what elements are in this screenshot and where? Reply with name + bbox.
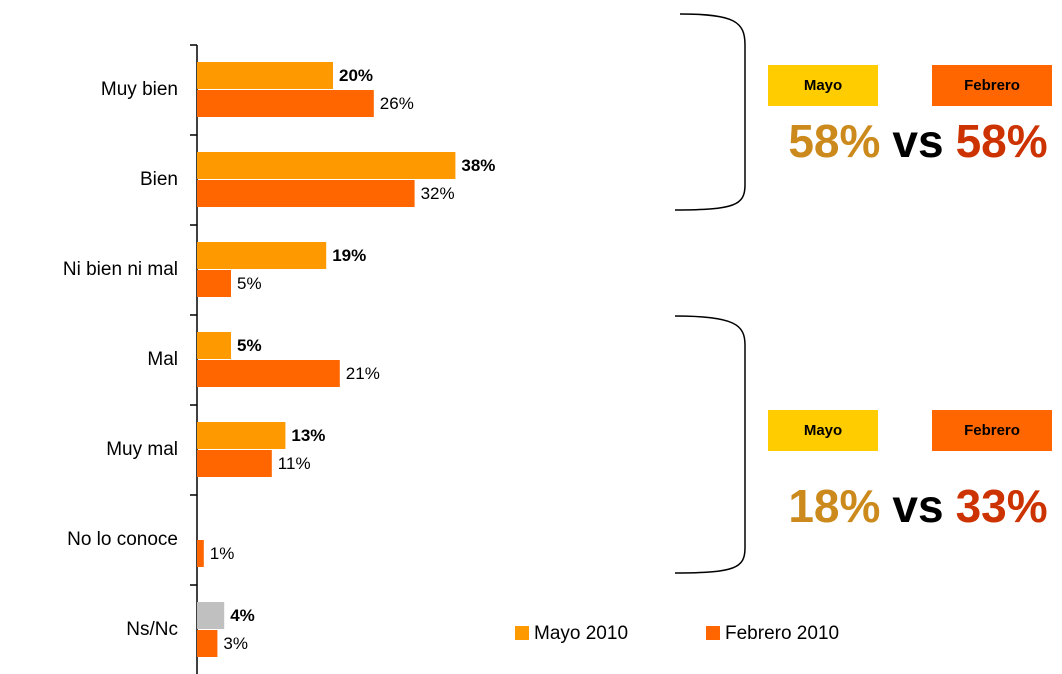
bar — [197, 270, 231, 297]
vs: vs — [892, 480, 943, 532]
legend-swatch — [706, 626, 720, 640]
data-label: 4% — [230, 606, 255, 625]
category-label: Muy mal — [106, 439, 178, 460]
bracket — [674, 315, 746, 574]
febrero-box-label: Febrero — [964, 77, 1020, 94]
bar — [197, 242, 327, 269]
comparison: 18% vs 33% — [788, 480, 1047, 532]
category-label: Muy bien — [101, 79, 178, 100]
mayo-total: 58% — [788, 115, 880, 167]
bar — [197, 332, 231, 359]
data-label: 32% — [421, 184, 455, 203]
data-label: 3% — [223, 634, 248, 653]
mayo-total: 18% — [788, 480, 880, 532]
mayo-box-label: Mayo — [804, 77, 842, 94]
bar — [197, 62, 333, 89]
bar — [197, 422, 286, 449]
category-label: No lo conoce — [67, 529, 178, 550]
data-label: 11% — [278, 454, 311, 473]
category-label: Ns/Nc — [126, 619, 178, 640]
mayo-box — [768, 410, 878, 451]
bar — [197, 450, 272, 477]
category-label: Mal — [147, 349, 178, 370]
vs: vs — [892, 115, 943, 167]
bar — [197, 180, 415, 207]
data-label: 20% — [339, 66, 373, 85]
bar — [197, 90, 374, 117]
data-label: 5% — [237, 336, 262, 355]
comparison: 58% vs 58% — [788, 115, 1047, 167]
data-label: 21% — [346, 364, 380, 383]
febrero-box-label: Febrero — [964, 422, 1020, 439]
bar — [197, 152, 456, 179]
legend-label: Mayo 2010 — [534, 623, 628, 644]
data-label: 1% — [210, 544, 235, 563]
legend-swatch — [515, 626, 529, 640]
mayo-box — [768, 65, 878, 106]
mayo-box-label: Mayo — [804, 422, 842, 439]
category-label: Bien — [140, 169, 178, 190]
bar — [197, 360, 340, 387]
bar — [197, 602, 225, 629]
febrero-total: 58% — [956, 115, 1048, 167]
category-label: Ni bien ni mal — [63, 259, 178, 280]
data-label: 38% — [461, 156, 495, 175]
data-label: 13% — [291, 426, 325, 445]
bar — [197, 630, 218, 657]
legend-label: Febrero 2010 — [725, 623, 839, 644]
febrero-box — [932, 65, 1052, 106]
data-label: 19% — [332, 246, 366, 265]
febrero-total: 33% — [956, 480, 1048, 532]
bar — [197, 540, 204, 567]
febrero-box — [932, 410, 1052, 451]
bracket — [674, 13, 746, 211]
data-label: 26% — [380, 94, 414, 113]
data-label: 5% — [237, 274, 262, 293]
